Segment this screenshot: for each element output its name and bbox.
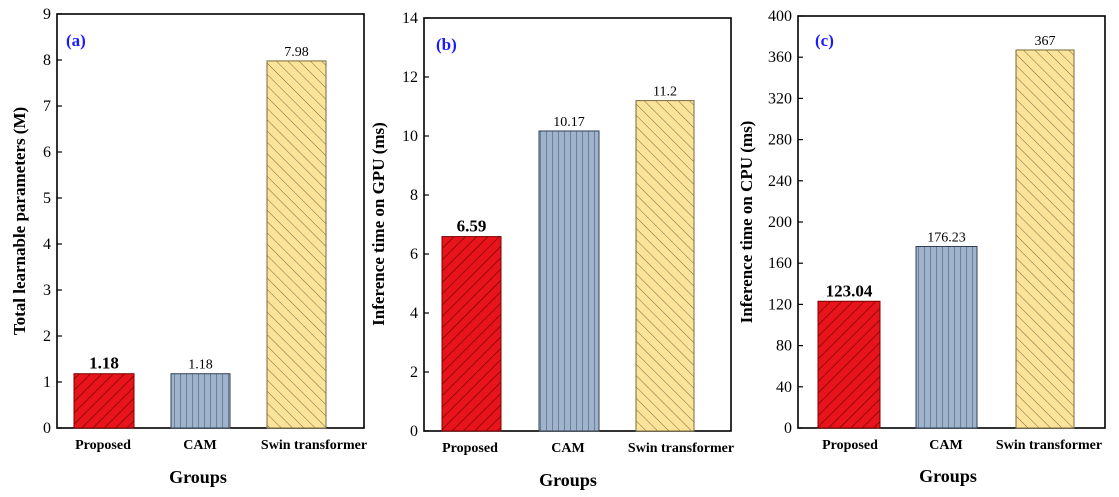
y-tick-label: 7 — [43, 98, 51, 115]
category-label-cam: CAM — [551, 441, 584, 456]
y-tick-label: 4 — [410, 305, 418, 322]
y-tick-label: 6 — [410, 246, 418, 263]
bar-swin — [1015, 49, 1075, 429]
bar-group: 6.59 10.17 11.2 — [441, 85, 695, 432]
y-axis-title: Inference time on GPU (ms) — [369, 122, 388, 326]
bar-proposed — [817, 300, 881, 429]
panel-label: (a) — [66, 31, 86, 50]
y-tick-label: 8 — [410, 187, 418, 204]
panel-c: (c) 0 40 80 120 160 200 240 280 320 360 400 123.04… — [737, 8, 1106, 486]
y-axis: 0 40 80 120 160 200 240 280 320 360 400 — [768, 8, 803, 437]
y-tick-label: 8 — [43, 52, 51, 69]
y-tick-label: 360 — [768, 49, 792, 66]
y-tick-label: 400 — [768, 8, 792, 25]
bar-proposed — [73, 373, 135, 429]
value-label-cam: 176.23 — [927, 230, 966, 245]
bar-cam — [538, 130, 600, 432]
value-label-proposed: 6.59 — [457, 217, 487, 236]
x-axis: Proposed CAM Swin transformer — [75, 438, 367, 453]
value-label-swin: 367 — [1035, 34, 1056, 49]
panel-b: (b) 0 2 4 6 8 10 12 14 6.59 10.17 11.2 Proposed CA… — [369, 10, 734, 490]
x-axis-title: Groups — [919, 466, 977, 486]
y-tick-label: 2 — [410, 364, 418, 381]
value-label-proposed: 1.18 — [89, 354, 119, 373]
value-label-cam: 10.17 — [553, 115, 585, 130]
y-tick-label: 10 — [402, 128, 418, 145]
bar-swin — [266, 60, 327, 429]
x-axis-title: Groups — [169, 467, 227, 487]
category-label-swin: Swin transformer — [996, 438, 1102, 453]
y-tick-label: 40 — [776, 379, 792, 396]
value-label-cam: 1.18 — [188, 358, 213, 373]
y-tick-label: 240 — [768, 173, 792, 190]
panel-label: (c) — [815, 31, 834, 50]
y-tick-label: 5 — [43, 190, 51, 207]
y-tick-label: 0 — [410, 423, 418, 440]
y-tick-label: 3 — [43, 282, 51, 299]
x-axis-title: Groups — [539, 470, 597, 490]
bar-cam — [915, 245, 978, 429]
y-tick-label: 12 — [402, 69, 418, 86]
y-axis: 0 1 2 3 4 5 6 7 8 9 — [43, 6, 62, 437]
y-tick-label: 320 — [768, 90, 792, 107]
y-tick-label: 80 — [776, 338, 792, 355]
y-tick-label: 1 — [43, 374, 51, 391]
bar-cam — [170, 373, 231, 429]
y-axis-title: Total learnable parameters (M) — [10, 107, 29, 335]
panel-label: (b) — [436, 35, 457, 54]
y-tick-label: 200 — [768, 214, 792, 231]
category-label-swin: Swin transformer — [628, 441, 734, 456]
bar-proposed — [441, 236, 502, 432]
bar-swin — [635, 100, 695, 432]
category-label-proposed: Proposed — [75, 438, 131, 453]
bar-group: 123.04 176.23 367 — [817, 34, 1075, 429]
value-label-swin: 7.98 — [284, 45, 309, 60]
value-label-swin: 11.2 — [653, 85, 677, 100]
y-tick-label: 14 — [402, 10, 418, 27]
x-axis: Proposed CAM Swin transformer — [822, 438, 1102, 453]
y-tick-label: 2 — [43, 328, 51, 345]
y-tick-label: 160 — [768, 255, 792, 272]
y-tick-label: 120 — [768, 296, 792, 313]
category-label-proposed: Proposed — [442, 441, 498, 456]
bar-group: 1.18 1.18 7.98 — [73, 45, 327, 429]
y-tick-label: 0 — [784, 420, 792, 437]
category-label-cam: CAM — [183, 438, 216, 453]
y-tick-label: 0 — [43, 420, 51, 437]
value-label-proposed: 123.04 — [826, 281, 873, 300]
y-axis-title: Inference time on CPU (ms) — [737, 121, 756, 324]
category-label-swin: Swin transformer — [261, 438, 367, 453]
y-tick-label: 4 — [43, 236, 51, 253]
category-label-proposed: Proposed — [822, 438, 878, 453]
panel-a: (a) 0 1 2 3 4 5 6 7 8 9 1.18 1.18 7.98 Proposed CAM S… — [10, 6, 367, 487]
category-label-cam: CAM — [929, 438, 962, 453]
y-tick-label: 9 — [43, 6, 51, 23]
y-axis: 0 2 4 6 8 10 12 14 — [402, 10, 429, 440]
y-tick-label: 280 — [768, 132, 792, 149]
x-axis: Proposed CAM Swin transformer — [442, 441, 734, 456]
y-tick-label: 6 — [43, 144, 51, 161]
